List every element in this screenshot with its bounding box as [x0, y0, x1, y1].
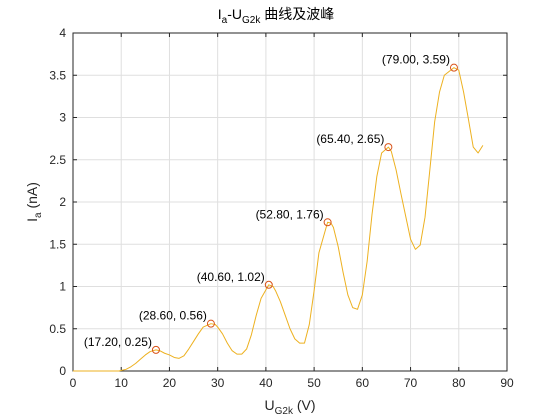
- peak-marker: [151, 345, 160, 354]
- peak-label: (65.40, 2.65): [316, 132, 384, 146]
- peak-marker: [206, 319, 215, 328]
- xlabel-main: U: [264, 397, 274, 413]
- x-tick-label: 10: [115, 376, 129, 390]
- title-mid: -U: [227, 6, 242, 22]
- y-tick-label: 2.5: [49, 153, 66, 167]
- x-tick-label: 60: [356, 376, 370, 390]
- peak-marker: [449, 63, 458, 72]
- y-tick-label: 2: [59, 195, 66, 209]
- series-layer: [73, 67, 484, 372]
- x-tick-label: 0: [70, 376, 77, 390]
- peak-label: (40.60, 1.02): [197, 270, 265, 284]
- xlabel-tail: (V): [293, 397, 316, 413]
- chart-title: Ia-UG2k 曲线及波峰: [218, 6, 334, 26]
- peak-marker: [264, 280, 273, 289]
- x-tick-label: 70: [404, 376, 418, 390]
- axis-ticks: 0 10 20 30 40 50 60 70 80 90 0 0.5 1 1.5 2 2.5 3 3.5 4: [49, 26, 514, 390]
- x-tick-label: 90: [500, 376, 514, 390]
- y-tick-label: 3: [59, 111, 66, 125]
- x-axis-label: UG2k (V): [264, 397, 315, 417]
- series-line: [73, 67, 484, 372]
- peak-label: (28.60, 0.56): [139, 309, 207, 323]
- ylabel-tail: (nA): [24, 182, 40, 212]
- peak-layer: (17.20, 0.25) (28.60, 0.56) (40.60, 1.02) (…: [84, 53, 458, 354]
- peak-label: (52.80, 1.76): [256, 207, 324, 221]
- y-tick-label: 4: [59, 26, 66, 40]
- y-tick-label: 3.5: [49, 68, 66, 82]
- y-axis-label: Ia (nA): [24, 182, 44, 222]
- peak-marker: [384, 143, 393, 152]
- title-sub-1: a: [222, 15, 228, 26]
- x-tick-label: 40: [259, 376, 273, 390]
- y-tick-label: 1: [59, 280, 66, 294]
- peak-label: (17.20, 0.25): [84, 335, 152, 349]
- peak-label: (79.00, 3.59): [382, 53, 450, 67]
- y-tick-label: 0.5: [49, 322, 66, 336]
- peak-marker: [323, 218, 332, 227]
- y-tick-label: 1.5: [49, 237, 66, 251]
- xlabel-sub: G2k: [275, 406, 294, 417]
- x-tick-label: 80: [452, 376, 466, 390]
- x-tick-label: 20: [163, 376, 177, 390]
- x-tick-label: 30: [211, 376, 225, 390]
- y-tick-label: 0: [59, 364, 66, 378]
- title-sub-2: G2k: [242, 15, 261, 26]
- ylabel-main: I: [24, 218, 40, 222]
- title-tail: 曲线及波峰: [260, 6, 334, 22]
- title-main: I: [218, 6, 222, 22]
- x-tick-label: 50: [307, 376, 321, 390]
- ylabel-sub: a: [33, 212, 44, 218]
